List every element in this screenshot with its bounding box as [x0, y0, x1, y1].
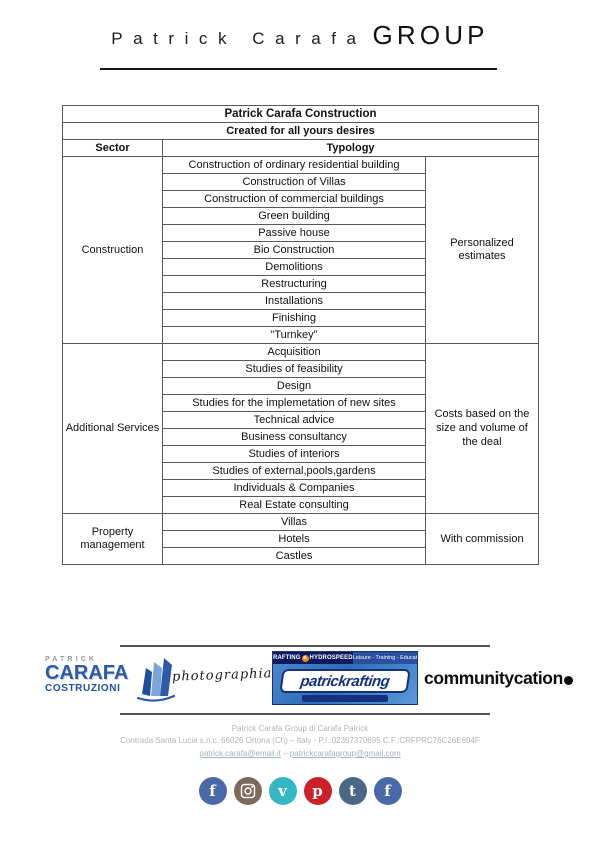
sector-cell: Additional Services — [62, 343, 163, 515]
typology-cell: Hotels — [162, 530, 426, 549]
table-title: Patrick Carafa Construction — [62, 104, 539, 124]
table-row: Castles — [63, 547, 539, 566]
typology-cell: Castles — [162, 547, 426, 566]
carafa-logo-carafa: CARAFA — [45, 662, 129, 684]
pinterest-icon[interactable]: p — [303, 777, 332, 805]
note-cell: With commission — [425, 513, 539, 566]
table-row: Studies for the implemetation of new sit… — [63, 394, 539, 413]
note-cell: Costs based on the size and volume of th… — [425, 343, 539, 515]
facebook-icon[interactable]: f — [198, 777, 227, 805]
carafa-logo-text: PATRICK CARAFA COSTRUZIONI — [45, 656, 133, 694]
email-separator: – — [283, 748, 288, 758]
logos-top-divider — [120, 645, 490, 647]
table-row: Studies of external,pools,gardens — [63, 462, 539, 481]
header-divider — [100, 68, 497, 70]
typology-cell: Construction of ordinary residential bui… — [162, 156, 426, 175]
typology-cell: Business consultancy — [162, 428, 426, 447]
table-row: Technical advice — [63, 411, 539, 430]
rafting-topbar: RAFTING e HYDROSPEED Leisure - Training - … — [273, 652, 417, 664]
typology-cell: Acquisition — [162, 343, 426, 362]
services-table: Patrick Carafa Construction Created for … — [62, 104, 539, 566]
email-link-primary[interactable]: patrick.carafa@email.it — [199, 748, 281, 758]
sector-cell: Property management — [62, 513, 163, 566]
rafting-word-hydrospeed: HYDROSPEED — [309, 655, 353, 661]
typology-cell: Construction of Villas — [162, 173, 426, 192]
rafting-hydrospeed-label: RAFTING e HYDROSPEED — [273, 652, 353, 664]
tumblr-icon[interactable]: t — [338, 777, 367, 805]
typology-cell: Demolitions — [162, 258, 426, 277]
photographia-logo: photographia — [171, 666, 273, 685]
rafting-substrip — [302, 695, 388, 702]
typology-cell: Construction of commercial buildings — [162, 190, 426, 209]
instagram-icon[interactable] — [233, 777, 262, 805]
column-header-typology: Typology — [162, 139, 539, 158]
table-row: Construction Construction of ordinary res… — [62, 156, 539, 345]
footer-email-line: patrick.carafa@email.it – patrickcarafag… — [0, 748, 600, 760]
rafting-word-rafting: RAFTING — [273, 655, 301, 661]
services-table-body: Construction Construction of ordinary res… — [62, 156, 539, 566]
typology-cell: "Turnkey" — [162, 326, 426, 345]
carafa-logo-patrick: PATRICK — [45, 656, 98, 663]
rafting-wordmark-plate: patrickrafting — [279, 669, 411, 693]
carafa-logo-costruzioni: COSTRUZIONI — [45, 683, 121, 694]
table-row: Additional Services Acquisition Costs base… — [62, 343, 539, 515]
carafa-building-icon — [135, 654, 177, 711]
communitycation-dot — [563, 676, 573, 685]
typology-cell: Individuals & Companies — [162, 479, 426, 498]
footer-company-line: Patrick Carafa Group di Carafa Patrick — [231, 724, 369, 733]
table-row: Bio Construction — [63, 241, 539, 260]
typology-cell: Studies for the implemetation of new sit… — [162, 394, 426, 413]
communitycation-logo: communitycation — [424, 668, 584, 689]
typology-cell: Passive house — [162, 224, 426, 243]
facebook-icon[interactable]: f — [373, 777, 402, 805]
typology-cell: Finishing — [162, 309, 426, 328]
logos-bottom-divider — [120, 713, 490, 715]
column-header-sector: Sector — [62, 139, 163, 158]
typology-cell: Studies of interiors — [162, 445, 426, 464]
table-row: Finishing — [63, 309, 539, 328]
typology-cell: Design — [162, 377, 426, 396]
typology-cell: Bio Construction — [162, 241, 426, 260]
email-link-secondary[interactable]: patrickcarafagroup@gmail.com — [289, 748, 401, 758]
communitycation-wordmark: communitycation — [424, 668, 563, 688]
note-cell: Personalized estimates — [425, 156, 539, 345]
typology-cell: Installations — [162, 292, 426, 311]
typology-cell: Studies of external,pools,gardens — [162, 462, 426, 481]
table-row: Studies of interiors — [63, 445, 539, 464]
table-row: Hotels — [63, 530, 539, 549]
typology-cell: Villas — [162, 513, 426, 532]
patrickrafting-logo: RAFTING e HYDROSPEED Leisure - Training - … — [272, 651, 418, 705]
brand-header: Patrick Carafa GROUP — [0, 20, 600, 51]
footer-address-line: Contrada Santa Lucia s.n.c. 66026 Ortona… — [120, 736, 480, 746]
typology-cell: Technical advice — [162, 411, 426, 430]
sector-cell: Construction — [62, 156, 163, 345]
table-row: Individuals & Companies — [63, 479, 539, 498]
brand-name: Patrick Carafa — [111, 29, 367, 48]
rafting-e-badge: e — [301, 654, 309, 662]
brand-group-word: GROUP — [372, 20, 489, 50]
rafting-wordmark: patrickrafting — [299, 672, 391, 690]
table-subtitle: Created for all yours desires — [62, 122, 539, 141]
typology-cell: Studies of feasibility — [162, 360, 426, 379]
table-row: Property management Villas With commission — [62, 513, 539, 566]
footer: Patrick Carafa Group di Carafa Patrick C… — [0, 723, 600, 760]
rafting-tagline: Leisure - Training - Education — [352, 652, 417, 664]
carafa-costruzioni-logo: PATRICK CARAFA COSTRUZIONI — [45, 654, 177, 711]
typology-cell: Restructuring — [162, 275, 426, 294]
typology-cell: Real Estate consulting — [162, 496, 426, 515]
typology-cell: Green building — [162, 207, 426, 226]
vimeo-icon[interactable]: v — [268, 777, 297, 805]
